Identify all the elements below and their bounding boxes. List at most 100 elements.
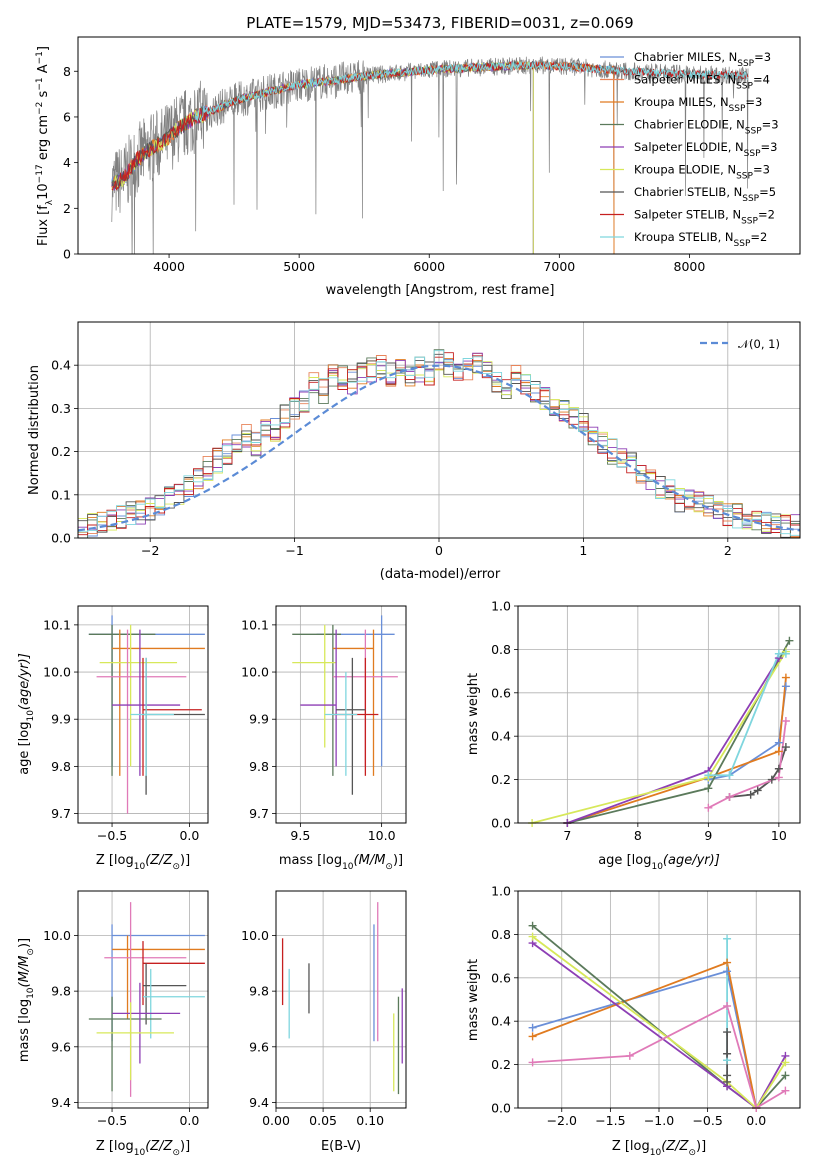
- y-tick-label: 9.8: [51, 759, 71, 774]
- mass-ebv-xlabel: E(B-V): [321, 1139, 361, 1154]
- y-tick-label: 10.0: [43, 928, 71, 943]
- spectrum-ylabel-part: 10: [36, 183, 51, 200]
- y-tick-label: 9.8: [51, 984, 71, 999]
- y-tick-label: 0.4: [51, 358, 71, 373]
- mass-z-xlabel: Z [log10(Z/Z⊙)]: [96, 1139, 190, 1158]
- x-tick-label: 7: [563, 828, 571, 843]
- plot-mass-weight-vs-age: 7 8 9 10 0.0 0.2 0.4 0.6 0.8 1.0: [491, 599, 801, 843]
- histogram-kroupa_elodie: [78, 361, 800, 538]
- y-tick-label: 9.6: [51, 1039, 71, 1054]
- y-tick-label: 0.6: [491, 970, 511, 985]
- series-marker: [528, 932, 537, 941]
- series-marker: [723, 1002, 732, 1011]
- mass-z-xlabel-part: 10: [134, 1148, 146, 1158]
- plot-mass-weight-vs-metallicity: −2.0 −1.5 −1.0 −0.5 0.0 0.0 0.2 0.4 0.6 0.8 1.0: [491, 884, 801, 1128]
- mass-weight-series: [532, 961, 758, 1108]
- legend-entry-part: SSP: [736, 82, 753, 92]
- y-tick-label: 0.0: [51, 531, 71, 546]
- axes-frame: [77, 890, 209, 1109]
- y-tick-label: 0.8: [491, 642, 511, 657]
- y-tick-label: 9.4: [249, 1095, 269, 1110]
- series-marker: [781, 1058, 790, 1067]
- x-tick-label: −2: [141, 543, 159, 558]
- y-tick-label: 9.8: [249, 984, 269, 999]
- x-tick-label: −1: [285, 543, 303, 558]
- legend-entry-part: Kroupa STELIB, N: [634, 230, 734, 244]
- spectrum-title: PLATE=1579, MJD=53473, FIBERID=0031, z=0…: [246, 14, 633, 32]
- y-tick-label: 10.0: [241, 928, 269, 943]
- legend-entry: Salpeter ELODIE, NSSP=3: [634, 140, 777, 159]
- x-tick-label: −1.0: [644, 1113, 674, 1128]
- legend-entry-part: Chabrier STELIB, N: [634, 185, 742, 199]
- x-tick-label: 10: [771, 828, 787, 843]
- legend-entry-part: Salpeter STELIB, N: [634, 208, 741, 222]
- y-tick-label: 8: [63, 64, 71, 79]
- mass-z-xlabel-part: Z [log: [96, 1139, 134, 1154]
- legend-entry: 𝒩(0, 1): [738, 337, 780, 351]
- mass-z-xlabel-part: (Z/Z: [145, 1139, 173, 1154]
- axes-frame: [77, 605, 209, 824]
- mw-z-xlabel-part: )]: [696, 1139, 706, 1154]
- x-tick-label: 6000: [413, 259, 445, 274]
- age-z-ylabel-part: age [log: [17, 722, 32, 775]
- legend-entry-part: =2: [758, 208, 775, 222]
- plot-residual-histogram: −2 −1 0 1 2 0.0 0.1 0.2 0.3 0.4: [51, 321, 801, 558]
- legend-entry-part: Salpeter ELODIE, N: [634, 140, 744, 154]
- axes-frame: [77, 36, 801, 255]
- y-tick-label: 10.0: [43, 665, 71, 680]
- x-tick-label: 1: [579, 543, 587, 558]
- legend-entry-part: =3: [762, 118, 779, 132]
- x-tick-label: −2.0: [547, 1113, 577, 1128]
- spectrum-ylabel-part: λ: [45, 199, 55, 205]
- x-tick-label: 8000: [674, 259, 706, 274]
- x-tick-label: −1.5: [595, 1113, 625, 1128]
- legend-entry-part: Kroupa ELODIE, N: [634, 163, 736, 177]
- spectrum-ylabel-part: −1: [35, 51, 45, 64]
- mw-age-xlabel-part: age [log: [598, 853, 651, 868]
- axes-frame: [517, 890, 801, 1109]
- mass-weight-series: [567, 677, 787, 823]
- y-tick-label: 10.0: [241, 665, 269, 680]
- series-marker: [723, 967, 732, 976]
- mass-weight-series: [532, 942, 787, 1108]
- mw-z-xlabel-part: (Z/Z: [661, 1139, 689, 1154]
- spectrum-ylabel-part: Flux [f: [36, 205, 51, 246]
- legend-entry-part: Kroupa MILES, N: [634, 95, 729, 109]
- histogram-kroupa_stelib: [78, 350, 800, 536]
- normal-curve: [78, 364, 800, 532]
- plot-spectrum: 4000 5000 6000 7000 8000 0 2 4 6 8: [63, 36, 801, 274]
- plot-mass-vs-ebv: 0.00 0.05 0.10 9.4 9.6 9.8 10.0: [241, 890, 407, 1128]
- series-marker: [725, 792, 734, 801]
- age-z-xlabel-part: ⊙: [172, 862, 180, 872]
- age-z-ylabel-part: 10: [26, 710, 36, 722]
- mw-age-xlabel: age [log10(age/yr)]: [598, 853, 720, 872]
- mass-z-ylabel-part: ⊙: [26, 948, 36, 956]
- x-tick-label: 9: [704, 828, 712, 843]
- mw-z-xlabel-part: Z [log: [612, 1139, 650, 1154]
- plot-mass-vs-metallicity: −0.5 0.0 9.4 9.6 9.8 10.0: [43, 890, 209, 1128]
- plot-age-vs-metallicity: −0.5 0.0 9.7 9.8 9.9 10.0 10.1: [43, 605, 209, 843]
- mw-age-ylabel: mass weight: [466, 673, 481, 755]
- axes-frame: [275, 890, 407, 1109]
- mass-z-ylabel-part: mass [log: [17, 999, 32, 1062]
- y-tick-label: 0.0: [491, 1101, 511, 1116]
- mass-weight-series: [567, 657, 780, 823]
- y-tick-label: 9.6: [249, 1039, 269, 1054]
- legend-entry: Kroupa STELIB, NSSP=2: [634, 230, 767, 249]
- mass-z-ylabel-part: 10: [26, 987, 36, 999]
- series-marker: [528, 1023, 537, 1032]
- spectrum-ylabel-part: A: [36, 64, 51, 77]
- x-tick-label: 0.0: [179, 1113, 199, 1128]
- series-marker: [781, 743, 790, 752]
- y-tick-label: 0.2: [491, 1057, 511, 1072]
- legend-entry: Chabrier ELODIE, NSSP=3: [634, 118, 779, 137]
- y-tick-label: 0: [63, 247, 71, 262]
- x-tick-label: 0.0: [746, 1113, 766, 1128]
- legend-entry: Salpeter STELIB, NSSP=2: [634, 208, 775, 227]
- model-spectrum-kroupa_stelib: [194, 60, 748, 123]
- spectrum-ylabel-part: erg cm: [36, 115, 51, 164]
- age-z-xlabel-part: (Z/Z: [145, 853, 173, 868]
- series-marker: [723, 1049, 732, 1058]
- legend-entry-part: =2: [750, 230, 767, 244]
- y-tick-label: 0.8: [491, 927, 511, 942]
